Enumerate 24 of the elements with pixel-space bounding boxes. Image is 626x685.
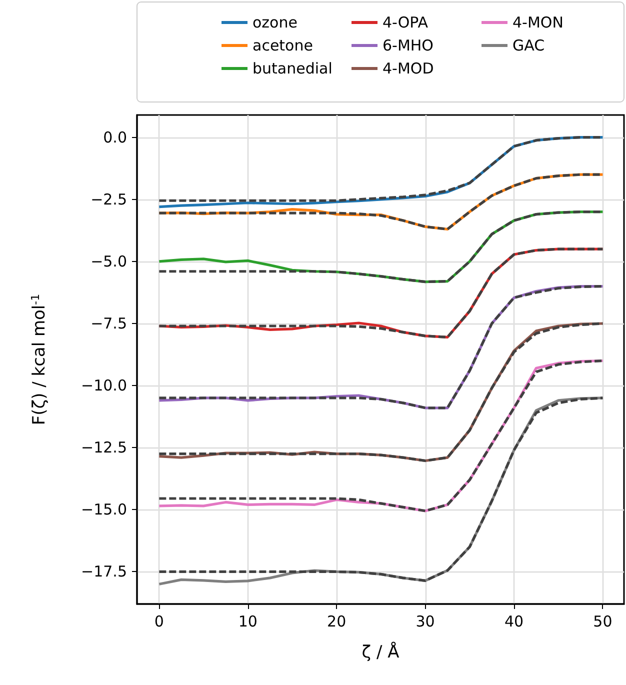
x-tick-label: 20 — [327, 612, 346, 630]
y-tick-label: −7.5 — [90, 314, 127, 333]
y-tick-label: −15.0 — [81, 500, 127, 519]
legend-label: 4-OPA — [382, 14, 429, 32]
legend-label: acetone — [252, 36, 313, 54]
legend-label: 4-MOD — [382, 60, 434, 78]
legend-label: GAC — [512, 36, 545, 54]
y-tick-label: 0.0 — [103, 128, 127, 146]
y-tick-label: −10.0 — [81, 376, 127, 395]
y-tick-label: −2.5 — [90, 190, 127, 208]
x-tick-label: 50 — [593, 612, 612, 630]
legend-label: butanedial — [252, 60, 332, 78]
x-tick-label: 30 — [416, 612, 435, 630]
y-tick-label: −17.5 — [81, 562, 127, 581]
x-tick-label: 10 — [238, 612, 258, 630]
legend-label: ozone — [252, 14, 298, 32]
x-tick-label: 40 — [504, 612, 524, 630]
legend-label: 4-MON — [512, 14, 564, 32]
legend-label: 6-MHO — [382, 36, 434, 54]
y-tick-label: −5.0 — [90, 252, 127, 270]
x-axis-title: ζ / Å — [362, 642, 400, 662]
y-tick-label: −12.5 — [81, 438, 127, 457]
x-tick-label: 0 — [154, 612, 164, 630]
y-axis-title: F(ζ) / kcal mol-1 — [29, 294, 50, 426]
